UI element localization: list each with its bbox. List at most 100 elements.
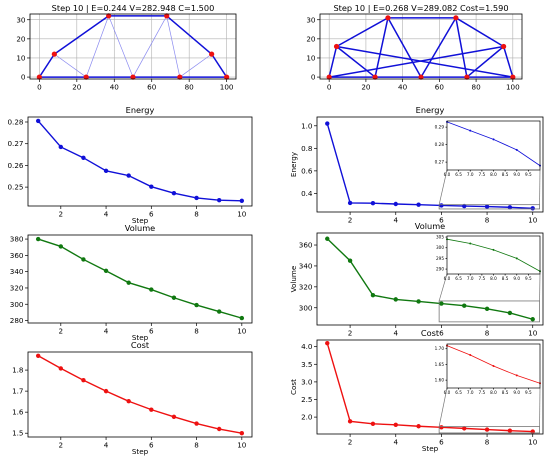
data-point (439, 301, 444, 306)
data-point (103, 168, 109, 174)
zoom-connector (438, 273, 448, 302)
y-tick-label: 1.70 (435, 346, 445, 351)
x-tick-label: 7.5 (479, 390, 486, 395)
inset-energy_right: 0.27 0.28 0.29 6.0 6.5 7.0 7.5 8.0 8.5 9.0 9.5 (435, 120, 541, 177)
chart-title: Step 10 | E=0.244 V=282.948 C=1.500 (52, 3, 215, 13)
truss-node (510, 74, 516, 80)
truss-node (418, 74, 424, 80)
x-tick-label: 10 (237, 441, 247, 450)
data-point (58, 366, 64, 371)
axes-frame (316, 116, 544, 213)
y-tick-label: 20 (16, 34, 26, 43)
truss-node (83, 74, 89, 80)
data-point (35, 353, 41, 358)
truss-node (385, 15, 391, 21)
x-tick-label: 6 (439, 329, 444, 338)
data-point (35, 236, 41, 242)
data-point (103, 268, 109, 274)
x-axis-label: Step (422, 444, 439, 453)
truss-member-thin (85, 15, 109, 78)
truss-member-thin (132, 15, 168, 78)
data-point (462, 426, 467, 431)
truss-member-thin (166, 15, 181, 78)
y-tick-label: 360 (10, 251, 24, 260)
x-tick-label: 6.0 (444, 276, 451, 281)
truss-member (211, 53, 228, 78)
x-tick-label: 2 (59, 210, 64, 219)
x-tick-label: 6 (149, 441, 154, 450)
x-tick-label: 2 (59, 441, 64, 450)
data-point (216, 426, 222, 432)
x-tick-label: 9.0 (513, 172, 520, 177)
truss-member (329, 45, 504, 78)
inset-frame (446, 343, 541, 389)
x-tick-label: 4 (104, 327, 109, 336)
x-tick-label: 100 (220, 83, 234, 92)
data-point (149, 407, 154, 412)
inset-frame (446, 120, 541, 171)
truss-member (374, 17, 389, 78)
x-tick-label: 40 (110, 83, 120, 92)
x-tick-label: 60 (435, 83, 445, 92)
y-tick-label: 0.8 (301, 144, 313, 153)
x-tick-label: 7.5 (479, 276, 486, 281)
y-tick-label: 1.60 (435, 378, 445, 383)
data-point (347, 200, 353, 206)
zoom-indicator-box (438, 204, 540, 210)
chart-cost_left: 1.5 1.6 1.7 1.8 2 4 6 8 10 Cost Step (12, 340, 253, 456)
y-tick-label: 4.0 (301, 342, 313, 351)
x-tick-label: 10 (237, 210, 247, 219)
x-tick-label: 6.0 (444, 172, 451, 177)
y-tick-label: 1.0 (301, 121, 313, 130)
y-tick-label: 1.6 (12, 408, 24, 417)
axes-frame (29, 13, 237, 80)
data-point (469, 129, 472, 132)
data-point (492, 248, 495, 251)
series-line (326, 238, 533, 320)
axes-frame (27, 234, 253, 324)
data-point (530, 317, 535, 322)
truss-node (51, 51, 57, 57)
truss-member (336, 45, 376, 78)
truss-node (224, 74, 230, 80)
x-tick-label: 80 (472, 83, 482, 92)
data-point (149, 184, 154, 189)
x-tick-label: 8.0 (490, 172, 497, 177)
data-point (81, 377, 86, 383)
y-tick-label: 320 (10, 283, 24, 292)
truss-node (106, 13, 112, 19)
data-point (492, 138, 495, 141)
x-tick-label: 8 (485, 438, 490, 447)
y-tick-label: 10 (306, 53, 316, 62)
y-tick-label: 1.5 (12, 429, 23, 438)
truss-member-thin (179, 53, 212, 78)
axes-frame (27, 351, 253, 438)
series-line (37, 355, 242, 434)
y-tick-label: 0.26 (7, 161, 23, 170)
data-point (347, 419, 353, 424)
plot-area (30, 14, 236, 79)
data-point (393, 297, 398, 302)
x-tick-label: 20 (72, 83, 82, 92)
x-tick-label: 7.0 (467, 276, 474, 281)
y-tick-label: 360 (299, 241, 313, 250)
x-tick-label: 100 (506, 83, 520, 92)
inset-volume_right: 290 295 300 305 6.0 6.5 7.0 7.5 8.0 8.5 9.0 9.5 (436, 235, 541, 281)
data-point (216, 197, 222, 203)
x-tick-label: 8 (485, 329, 490, 338)
data-point (194, 195, 199, 201)
x-axis-label: Step (132, 216, 149, 225)
data-point (171, 190, 177, 196)
data-point (507, 205, 513, 210)
axes-frame (316, 339, 544, 435)
data-point (370, 421, 376, 426)
data-point (216, 309, 222, 314)
x-tick-label: 80 (185, 83, 195, 92)
data-point (370, 293, 376, 298)
data-point (194, 421, 199, 426)
axes-frame (319, 13, 523, 80)
zoom-connector (438, 169, 448, 205)
x-tick-label: 4 (104, 441, 109, 450)
x-tick-label: 9.5 (525, 276, 532, 281)
